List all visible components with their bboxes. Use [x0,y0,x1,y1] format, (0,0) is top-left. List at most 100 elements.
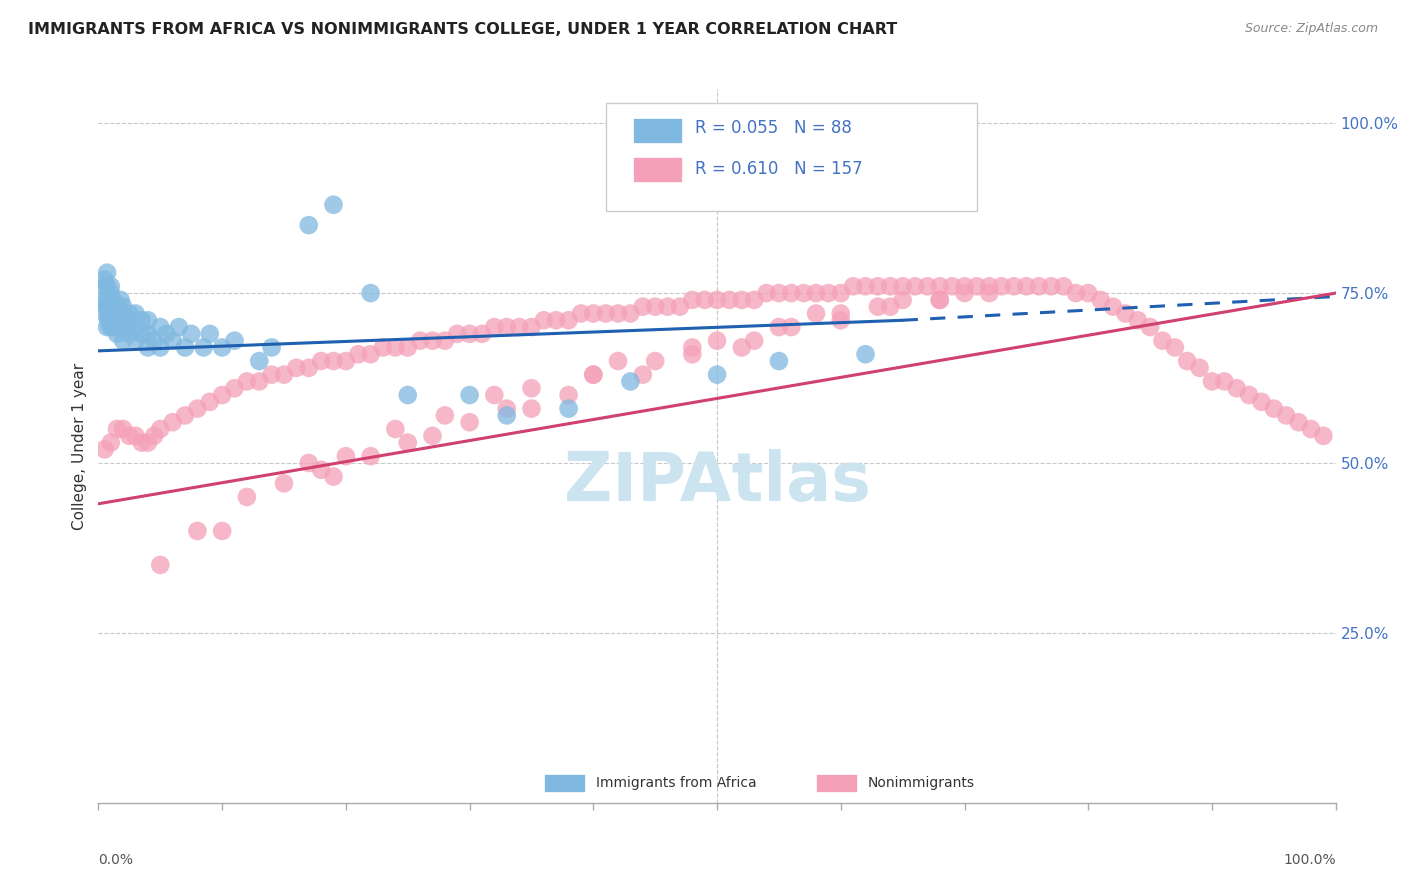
Point [508,320,530,334]
Point [96,279,118,293]
Point [193,341,215,355]
Point [180,326,202,341]
Point [131,326,153,341]
Point [93,293,115,307]
Point [904,279,927,293]
Point [105,326,128,341]
Point [681,293,703,307]
Point [855,279,877,293]
Point [619,306,641,320]
Point [1213,375,1236,389]
Point [1263,401,1285,416]
Point [124,320,146,334]
Point [1028,279,1050,293]
Point [1052,279,1074,293]
Point [112,313,135,327]
Point [891,293,914,307]
Point [979,286,1001,301]
Point [1188,360,1211,375]
Point [143,429,166,443]
Point [433,409,456,423]
Point [569,306,592,320]
Point [1152,334,1174,348]
Point [520,320,543,334]
Point [124,306,146,320]
Point [768,286,790,301]
Point [131,435,153,450]
Point [93,272,115,286]
Point [96,293,118,307]
Point [174,409,197,423]
FancyBboxPatch shape [606,103,977,211]
Point [1040,279,1063,293]
Point [891,279,914,293]
Point [93,279,115,293]
Point [990,279,1012,293]
Point [110,306,132,320]
Point [103,306,125,320]
Point [557,401,579,416]
Point [347,347,370,361]
Point [247,354,270,368]
Point [768,354,790,368]
Point [384,422,406,436]
Point [198,394,221,409]
Bar [815,774,856,792]
Point [928,293,950,307]
Point [93,306,115,320]
Point [866,279,889,293]
Point [1201,375,1223,389]
Point [1299,422,1322,436]
Text: Immigrants from Africa: Immigrants from Africa [596,776,756,789]
Text: R = 0.055   N = 88: R = 0.055 N = 88 [695,120,852,137]
Point [631,300,654,314]
Point [446,326,468,341]
Point [1015,279,1038,293]
Point [1064,286,1087,301]
Point [953,286,976,301]
Point [285,360,308,375]
Point [495,401,517,416]
Point [162,415,184,429]
Point [1275,409,1298,423]
Point [1090,293,1112,307]
Point [236,375,259,389]
Point [879,300,901,314]
Point [335,354,357,368]
Point [928,279,950,293]
Point [322,198,344,212]
Point [136,341,159,355]
Point [582,368,605,382]
Point [879,279,901,293]
Point [681,341,703,355]
Point [110,320,132,334]
Point [100,300,122,314]
Point [693,293,716,307]
Point [804,286,827,301]
Point [149,422,172,436]
Point [495,409,517,423]
Point [211,341,233,355]
Point [384,341,406,355]
Point [842,279,865,293]
Point [917,279,939,293]
Point [1077,286,1099,301]
Point [396,388,419,402]
Point [557,388,579,402]
Point [793,286,815,301]
Point [780,286,803,301]
Point [186,401,208,416]
Point [155,326,177,341]
Text: Source: ZipAtlas.com: Source: ZipAtlas.com [1244,22,1378,36]
Point [1250,394,1272,409]
Point [681,347,703,361]
Point [458,326,481,341]
Point [422,334,444,348]
Point [1288,415,1310,429]
Point [495,320,517,334]
Point [1237,388,1260,402]
Point [97,300,120,314]
Text: 0.0%: 0.0% [98,853,134,867]
Point [322,469,344,483]
Point [742,293,765,307]
